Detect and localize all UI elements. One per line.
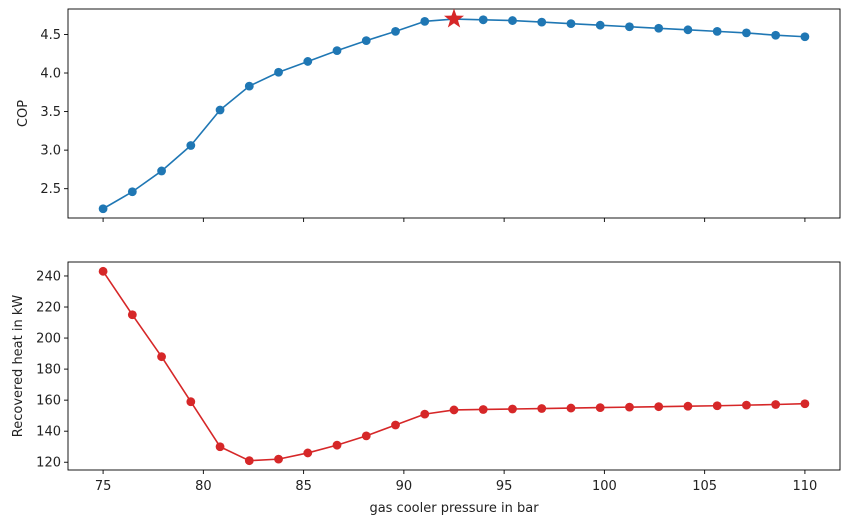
data-point — [654, 402, 664, 412]
x-tick-label: 85 — [295, 479, 312, 494]
x-tick-label: 100 — [592, 479, 617, 494]
series-line — [102, 18, 805, 210]
optimum-star-marker — [444, 8, 464, 28]
data-point — [742, 28, 751, 38]
data-point — [157, 166, 166, 176]
data-point — [683, 401, 693, 411]
data-point — [537, 17, 547, 27]
data-point — [449, 405, 459, 415]
y-tick-label: 140 — [36, 425, 61, 440]
data-point — [303, 57, 313, 66]
plot-frame — [67, 261, 841, 471]
data-point — [712, 401, 722, 411]
data-point — [566, 19, 576, 29]
data-point — [625, 402, 634, 412]
data-point — [478, 15, 488, 25]
data-point — [186, 397, 196, 407]
series-line — [102, 270, 805, 462]
data-point — [98, 204, 108, 214]
data-point — [157, 352, 166, 362]
data-point — [595, 403, 605, 412]
data-point — [742, 400, 751, 410]
data-point — [800, 399, 810, 409]
data-point — [215, 105, 225, 115]
cop-panel: 2.5 3.0 3.5 4.0 4.5 COP — [16, 8, 841, 222]
data-point — [566, 403, 576, 413]
data-point — [420, 409, 430, 419]
plot-frame — [67, 8, 841, 219]
data-point — [274, 454, 283, 464]
data-point — [244, 81, 254, 91]
data-point — [274, 67, 283, 77]
data-point — [391, 26, 400, 36]
data-point — [508, 16, 517, 25]
data-point — [683, 25, 693, 35]
data-point — [537, 404, 547, 413]
data-point — [186, 141, 196, 150]
y-tick-label: 2.5 — [40, 182, 61, 197]
data-point — [127, 187, 137, 197]
x-tick-label: 95 — [496, 479, 513, 494]
data-point — [332, 46, 342, 56]
y-tick-label: 120 — [36, 456, 61, 471]
data-point — [303, 448, 313, 458]
data-point — [361, 431, 371, 441]
data-point — [771, 400, 781, 409]
recovered-heat-panel: 120 140 160 180 200 220 240 75 80 85 90 95 100 105 110… — [11, 261, 841, 516]
x-tick-label: 75 — [95, 479, 112, 494]
data-point — [332, 440, 342, 450]
y-tick-label: 3.5 — [40, 105, 61, 120]
data-point — [391, 420, 400, 430]
data-point — [244, 456, 254, 466]
data-point — [361, 36, 371, 46]
x-tick-label: 80 — [195, 479, 212, 494]
x-tick-label: 110 — [792, 479, 817, 494]
y-tick-label: 240 — [36, 269, 61, 284]
y-tick-label: 4.5 — [40, 28, 61, 43]
x-axis-label: gas cooler pressure in bar — [369, 501, 539, 516]
data-point — [771, 30, 781, 40]
y-tick-label: 220 — [36, 301, 61, 316]
y-tick-label: 200 — [36, 332, 61, 347]
data-point — [508, 404, 517, 414]
x-tick-label: 90 — [396, 479, 413, 494]
data-point — [98, 266, 108, 276]
y-tick-label: 160 — [36, 394, 61, 409]
y-tick-label: 180 — [36, 363, 61, 378]
data-point — [215, 442, 225, 452]
data-point — [420, 16, 430, 26]
data-point — [127, 310, 137, 320]
data-point — [595, 20, 605, 30]
x-tick-label: 105 — [692, 479, 717, 494]
data-point — [800, 32, 810, 42]
data-point — [625, 22, 634, 32]
y-axis-label: COP — [16, 100, 31, 127]
y-axis-label: Recovered heat in kW — [11, 295, 26, 438]
data-point — [712, 26, 722, 36]
data-point — [654, 23, 664, 33]
y-tick-label: 4.0 — [40, 67, 61, 82]
y-tick-label: 3.0 — [40, 144, 61, 159]
data-point — [478, 405, 488, 414]
